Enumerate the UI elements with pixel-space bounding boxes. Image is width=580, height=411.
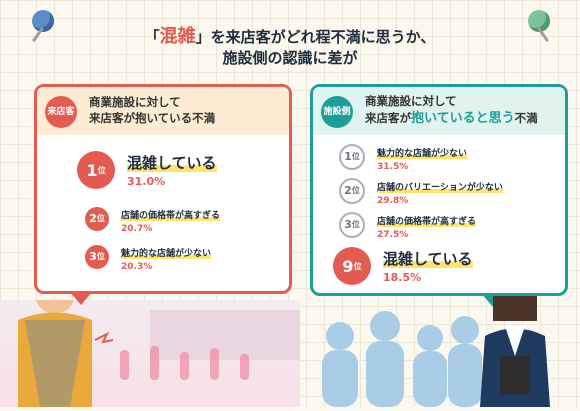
rank-name: 魅力的な店舗が少ない: [377, 149, 468, 159]
customer-header-line2: 来店客が抱いている不満: [89, 111, 216, 125]
rank-name: 店舗の価格帯が高すぎる: [377, 217, 477, 227]
facility-header-line1: 商業施設に対して: [365, 94, 457, 109]
title-quote-close: 」: [195, 28, 211, 46]
crowded-street-illustration: [0, 270, 300, 407]
customer-badge: 来店客: [45, 96, 77, 128]
rank-percent: 20.3%: [121, 262, 153, 272]
facility-panel-header: 施設側 商業施設に対して 来店客が抱いていると思う不満: [313, 87, 565, 135]
rank-name: 混雑している: [127, 154, 217, 172]
rank-percent: 20.7%: [121, 224, 153, 234]
crowd-silhouette-illustration: [322, 296, 550, 407]
rank-percent: 29.8%: [377, 196, 409, 206]
facility-header-line2: 来店客が抱いていると思う不満: [365, 110, 538, 126]
title-line2: 施設側の認識に差が: [222, 48, 358, 67]
title-line1: を来店客がどれ程不満に思うか、: [210, 28, 436, 46]
title-quote-open: 「: [144, 28, 160, 46]
customer-panel-header: 来店客 商業施設に対して 来店客が抱いている不満: [37, 87, 289, 135]
page-title: 「混雑」を来店客がどれ程不満に思うか、 施設側の認識に差が: [0, 26, 580, 67]
title-highlight: 混雑: [159, 26, 196, 47]
customer-header-line1: 商業施設に対して: [89, 95, 181, 110]
rank-percent: 31.0%: [127, 175, 166, 188]
shopper-illustration: [18, 270, 300, 407]
rank-name: 店舗の価格帯が高すぎる: [121, 211, 221, 221]
rank-percent: 18.5%: [383, 271, 422, 284]
rank-percent: 31.5%: [377, 162, 409, 172]
pushpin-icon: [32, 10, 54, 32]
rank-name: 魅力的な店舗が少ない: [121, 249, 212, 259]
speech-tail: [69, 291, 93, 305]
rank-name: 混雑している: [383, 250, 473, 268]
pushpin-icon: [528, 10, 550, 32]
facility-badge: 施設側: [321, 96, 353, 128]
rank-name: 店舗のバリエーションが少ない: [377, 183, 503, 193]
rank-percent: 27.5%: [377, 230, 409, 240]
